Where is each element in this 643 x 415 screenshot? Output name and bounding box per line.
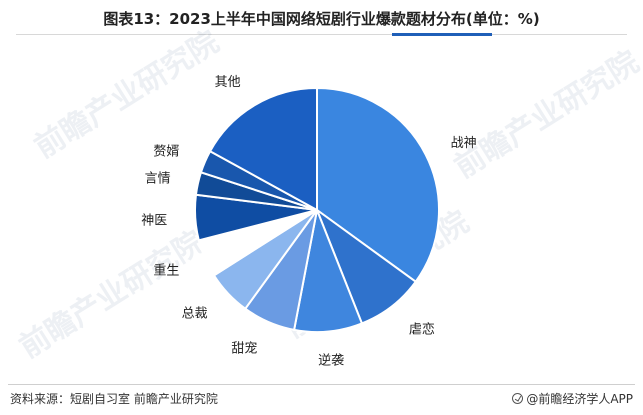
- slice-label-0: 战神: [451, 136, 477, 151]
- title-divider: [16, 34, 627, 35]
- chart-title: 图表13：2023上半年中国网络短剧行业爆款题材分布(单位：%): [103, 10, 540, 28]
- pie-outline: [194, 87, 440, 333]
- slice-label-5: 重生: [153, 263, 179, 279]
- source-note: 资料来源：短剧自习室 前瞻产业研究院: [10, 392, 218, 406]
- slice-label-1: 虐恋: [409, 322, 435, 338]
- slice-label-7: 言情: [145, 171, 171, 186]
- brand-logo-icon: [512, 393, 524, 404]
- title-accent-bar: [392, 33, 492, 36]
- slice-label-9: 其他: [215, 75, 241, 90]
- slice-label-2: 逆袭: [318, 352, 344, 368]
- footer-divider: [8, 384, 635, 385]
- slice-label-6: 神医: [141, 213, 167, 228]
- slice-label-4: 总裁: [182, 306, 208, 322]
- brand-text: @前瞻经济学人APP: [526, 392, 633, 406]
- slice-label-8: 赘婿: [153, 143, 179, 159]
- brand-credit: @前瞻经济学人APP: [512, 390, 633, 407]
- slice-label-3: 甜宠: [231, 341, 257, 357]
